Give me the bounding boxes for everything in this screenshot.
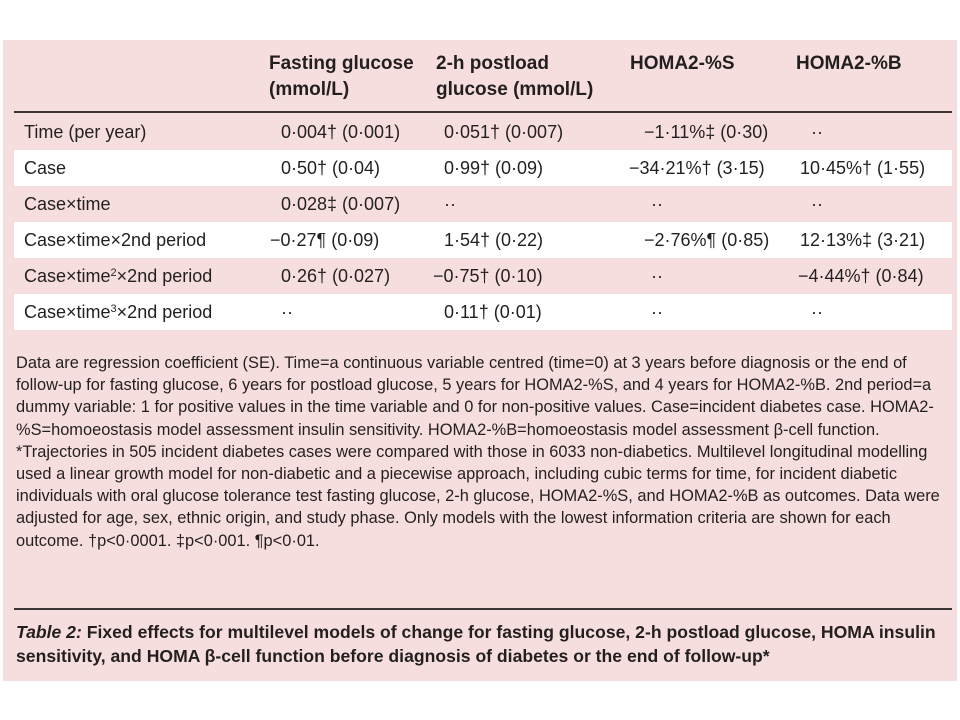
cell-postload-glucose: 0·051† (0·007) [444,122,564,142]
table-row: Case×time 0·028‡ (0·007) ·· ·· ·· [14,186,952,222]
table-row: Case 0·50† (0·04) 0·99† (0·09) −34·21%† … [14,150,952,186]
cell-homa2-b: −4·44%† (0·84) [798,266,924,286]
row-label: Case×time2×2nd period [24,266,213,286]
cell-postload-glucose: 0·11† (0·01) [444,302,542,322]
table-row: Case×time3×2nd period ·· 0·11† (0·01) ··… [14,294,952,330]
column-header-postload-glucose: 2-h postload glucose (mmol/L) [436,53,594,100]
cell-homa2-s: ·· [651,194,663,214]
cell-fasting-glucose: 0·50† (0·04) [281,158,381,178]
cell-homa2-b: ·· [811,194,823,214]
table-row: Case×time×2nd period −0·27¶ (0·09) 1·54†… [14,222,952,258]
caption-rule [14,608,952,610]
table-caption: Table 2: Fixed effects for multilevel mo… [16,620,948,668]
row-label: Time (per year) [24,122,147,142]
cell-postload-glucose: ·· [444,194,456,214]
cell-postload-glucose: 0·99† (0·09) [444,158,544,178]
table-footnote: Data are regression coefficient (SE). Ti… [16,354,940,550]
row-label: Case×time3×2nd period [24,302,213,322]
column-header-homa2-b: HOMA2-%B [796,53,902,74]
cell-postload-glucose: 1·54† (0·22) [444,230,544,250]
cell-fasting-glucose: 0·26† (0·027) [281,266,391,286]
cell-homa2-b: ·· [811,302,823,322]
cell-fasting-glucose: −0·27¶ (0·09) [270,230,380,250]
table-panel: Fasting glucose (mmol/L) 2-h postload gl… [3,40,957,681]
cell-homa2-b: ·· [811,122,823,142]
table-row: Case×time2×2nd period 0·26† (0·027) −0·7… [14,258,952,294]
table-row: Time (per year) 0·004† (0·001) 0·051† (0… [14,114,952,150]
cell-homa2-b: 12·13%‡ (3·21) [800,230,926,250]
row-label: Case [24,158,67,178]
caption-text: Fixed effects for multilevel models of c… [16,622,936,666]
row-label: Case×time [24,194,111,214]
column-header-homa2-s: HOMA2-%S [630,53,735,74]
table-header: Fasting glucose (mmol/L) 2-h postload gl… [3,40,957,112]
cell-fasting-glucose: 0·004† (0·001) [281,122,401,142]
row-label: Case×time×2nd period [24,230,207,250]
cell-homa2-s: −2·76%¶ (0·85) [644,230,770,250]
caption-label: Table 2: [16,622,82,642]
cell-homa2-s: −1·11%‡ (0·30) [644,122,769,142]
cell-homa2-s: −34·21%† (3·15) [629,158,765,178]
cell-homa2-b: 10·45%† (1·55) [800,158,926,178]
cell-homa2-s: ·· [651,302,663,322]
header-rule [14,111,952,113]
cell-fasting-glucose: 0·028‡ (0·007) [281,194,401,214]
cell-fasting-glucose: ·· [281,302,293,322]
cell-postload-glucose: −0·75† (0·10) [433,266,543,286]
cell-homa2-s: ·· [651,266,663,286]
column-header-fasting-glucose: Fasting glucose (mmol/L) [269,53,414,100]
